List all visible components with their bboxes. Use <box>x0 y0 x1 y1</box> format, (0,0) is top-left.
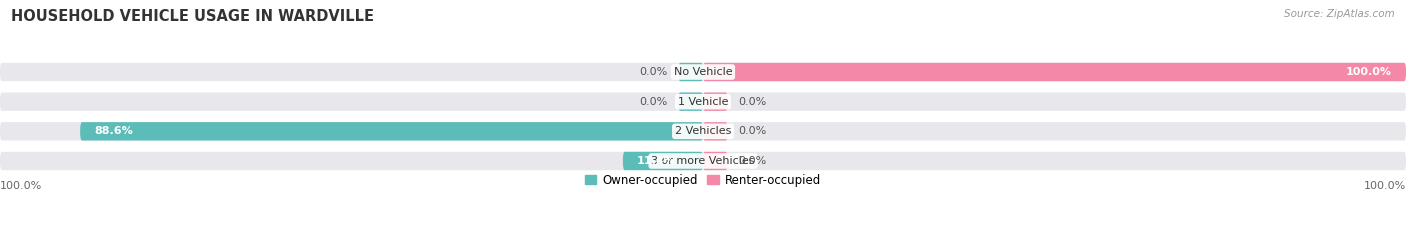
FancyBboxPatch shape <box>703 63 1406 81</box>
FancyBboxPatch shape <box>678 93 703 111</box>
Text: 100.0%: 100.0% <box>1346 67 1392 77</box>
FancyBboxPatch shape <box>623 152 703 170</box>
FancyBboxPatch shape <box>0 63 1406 81</box>
Text: 11.4%: 11.4% <box>637 156 676 166</box>
Legend: Owner-occupied, Renter-occupied: Owner-occupied, Renter-occupied <box>579 169 827 192</box>
Text: 0.0%: 0.0% <box>738 97 766 107</box>
FancyBboxPatch shape <box>80 122 703 140</box>
Text: 2 Vehicles: 2 Vehicles <box>675 126 731 136</box>
Text: 0.0%: 0.0% <box>738 156 766 166</box>
Text: 0.0%: 0.0% <box>640 67 668 77</box>
FancyBboxPatch shape <box>0 93 1406 111</box>
Text: HOUSEHOLD VEHICLE USAGE IN WARDVILLE: HOUSEHOLD VEHICLE USAGE IN WARDVILLE <box>11 9 374 24</box>
Text: No Vehicle: No Vehicle <box>673 67 733 77</box>
Text: 0.0%: 0.0% <box>640 97 668 107</box>
FancyBboxPatch shape <box>0 122 1406 140</box>
Text: 100.0%: 100.0% <box>1364 181 1406 191</box>
Text: Source: ZipAtlas.com: Source: ZipAtlas.com <box>1284 9 1395 19</box>
FancyBboxPatch shape <box>0 152 1406 170</box>
Text: 100.0%: 100.0% <box>0 181 42 191</box>
Text: 0.0%: 0.0% <box>738 126 766 136</box>
Text: 3 or more Vehicles: 3 or more Vehicles <box>651 156 755 166</box>
Text: 88.6%: 88.6% <box>94 126 134 136</box>
FancyBboxPatch shape <box>703 122 728 140</box>
Text: 1 Vehicle: 1 Vehicle <box>678 97 728 107</box>
FancyBboxPatch shape <box>703 152 728 170</box>
FancyBboxPatch shape <box>703 93 728 111</box>
FancyBboxPatch shape <box>678 63 703 81</box>
